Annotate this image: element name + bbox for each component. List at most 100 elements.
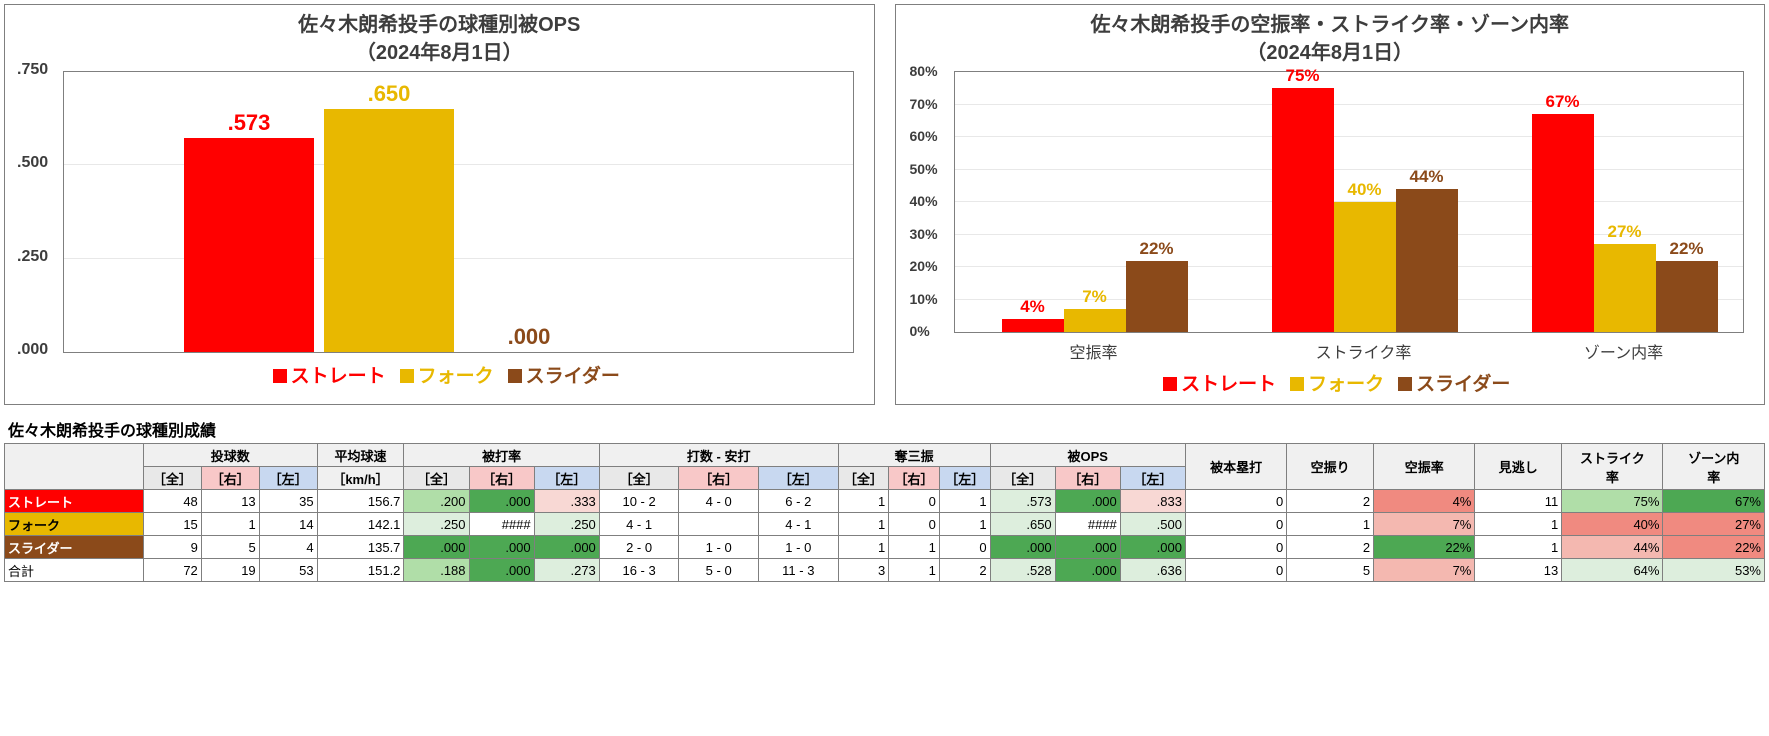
rate-chart-title-2: （2024年8月1日） — [906, 39, 1755, 67]
x-category: ストライク率 — [1316, 339, 1412, 363]
col-sub: ［左］ — [1120, 467, 1185, 490]
bar — [1594, 244, 1656, 332]
legend-item: ストレート — [259, 366, 386, 387]
cell: 40% — [1562, 513, 1663, 536]
y-tick: 70% — [910, 96, 938, 112]
x-category: ゾーン内率 — [1584, 339, 1663, 363]
cell: 2 — [1287, 490, 1374, 513]
cell: 13 — [201, 490, 259, 513]
ops-chart-plot: .573.650.000 — [63, 71, 854, 353]
cell: .650 — [990, 513, 1055, 536]
cell: .333 — [534, 490, 599, 513]
cell: 75% — [1562, 490, 1663, 513]
legend-item: スライダー — [1384, 374, 1510, 395]
cell: 4 - 0 — [679, 490, 759, 513]
cell: .528 — [990, 559, 1055, 582]
cell: 1 - 0 — [758, 536, 838, 559]
cell: 9 — [143, 536, 201, 559]
cell: 4 - 1 — [758, 513, 838, 536]
ops-chart-panel: 佐々木朗希投手の球種別被OPS （2024年8月1日） .000.250.500… — [4, 4, 875, 405]
cell: 67% — [1663, 490, 1765, 513]
rate-chart-plot: 4%7%22%75%40%44%67%27%22% — [954, 71, 1745, 333]
col-sub: ［全］ — [599, 467, 679, 490]
cell: .000 — [469, 490, 534, 513]
ops-chart-title-2: （2024年8月1日） — [15, 39, 864, 67]
col-sub: ［右］ — [1055, 467, 1120, 490]
cell: 5 — [201, 536, 259, 559]
y-tick: 60% — [910, 128, 938, 144]
y-tick: 50% — [910, 161, 938, 177]
cell: 4 — [259, 536, 317, 559]
bar-label: 22% — [1121, 239, 1193, 259]
bar — [1334, 202, 1396, 332]
col-sub: ［左］ — [259, 467, 317, 490]
cell: .250 — [404, 513, 469, 536]
cell: 48 — [143, 490, 201, 513]
bar-label: .000 — [499, 324, 559, 350]
col-group: 投球数 — [143, 444, 317, 467]
cell: .000 — [1120, 536, 1185, 559]
cell: 53% — [1663, 559, 1765, 582]
bar-label: 22% — [1651, 239, 1723, 259]
bar — [1396, 189, 1458, 332]
bar-label: .573 — [219, 110, 279, 136]
table-row: スライダー954135.7.000.000.0002 - 01 - 01 - 0… — [5, 536, 1765, 559]
cell: 2 — [939, 559, 990, 582]
cell: 142.1 — [317, 513, 404, 536]
cell: .833 — [1120, 490, 1185, 513]
cell: .000 — [534, 536, 599, 559]
y-tick: 20% — [910, 258, 938, 274]
y-tick: 30% — [910, 226, 938, 242]
col-group: 打数 - 安打 — [599, 444, 838, 467]
cell: 1 — [1475, 513, 1562, 536]
cell: 22% — [1663, 536, 1765, 559]
col-sub: ［左］ — [534, 467, 599, 490]
cell: 1 — [1287, 513, 1374, 536]
cell: 0 — [1185, 536, 1286, 559]
cell: .636 — [1120, 559, 1185, 582]
cell: .000 — [469, 559, 534, 582]
rate-chart-panel: 佐々木朗希投手の空振率・ストライク率・ゾーン内率 （2024年8月1日） 0%1… — [895, 4, 1766, 405]
cell: 2 - 0 — [599, 536, 679, 559]
col-group — [5, 444, 144, 490]
bar-label: 44% — [1391, 167, 1463, 187]
y-tick: .250 — [17, 248, 48, 266]
col-sub: ［全］ — [404, 467, 469, 490]
table-row: フォーク15114142.1.250####.2504 - 14 - 1101.… — [5, 513, 1765, 536]
bar — [184, 138, 314, 352]
y-tick: 0% — [910, 323, 930, 339]
col-sub: ［左］ — [939, 467, 990, 490]
cell: 4% — [1374, 490, 1475, 513]
cell: 11 — [1475, 490, 1562, 513]
cell: 7% — [1374, 513, 1475, 536]
bar — [1272, 88, 1334, 332]
cell: 19 — [201, 559, 259, 582]
bar — [1532, 114, 1594, 332]
cell: 4 - 1 — [599, 513, 679, 536]
cell: 7% — [1374, 559, 1475, 582]
cell: 1 — [838, 536, 889, 559]
legend-item: スライダー — [494, 366, 620, 387]
col-sub: ［右］ — [889, 467, 940, 490]
cell: .000 — [469, 536, 534, 559]
col-group: ストライク率 — [1562, 444, 1663, 490]
cell: 0 — [1185, 490, 1286, 513]
bar — [1064, 309, 1126, 332]
cell: 1 — [838, 490, 889, 513]
col-sub: ［全］ — [990, 467, 1055, 490]
cell: .500 — [1120, 513, 1185, 536]
ops-chart-legend: ストレートフォークスライダー — [15, 361, 864, 388]
cell: .000 — [1055, 490, 1120, 513]
cell: 151.2 — [317, 559, 404, 582]
col-group: 被本塁打 — [1185, 444, 1286, 490]
col-group: 被打率 — [404, 444, 599, 467]
col-sub: ［全］ — [838, 467, 889, 490]
rate-chart-legend: ストレートフォークスライダー — [906, 369, 1755, 396]
cell: .000 — [1055, 559, 1120, 582]
col-group: ゾーン内率 — [1663, 444, 1765, 490]
col-group: 平均球速 — [317, 444, 404, 467]
cell — [679, 513, 759, 536]
row-label: スライダー — [5, 536, 144, 559]
cell: 11 - 3 — [758, 559, 838, 582]
cell: 135.7 — [317, 536, 404, 559]
